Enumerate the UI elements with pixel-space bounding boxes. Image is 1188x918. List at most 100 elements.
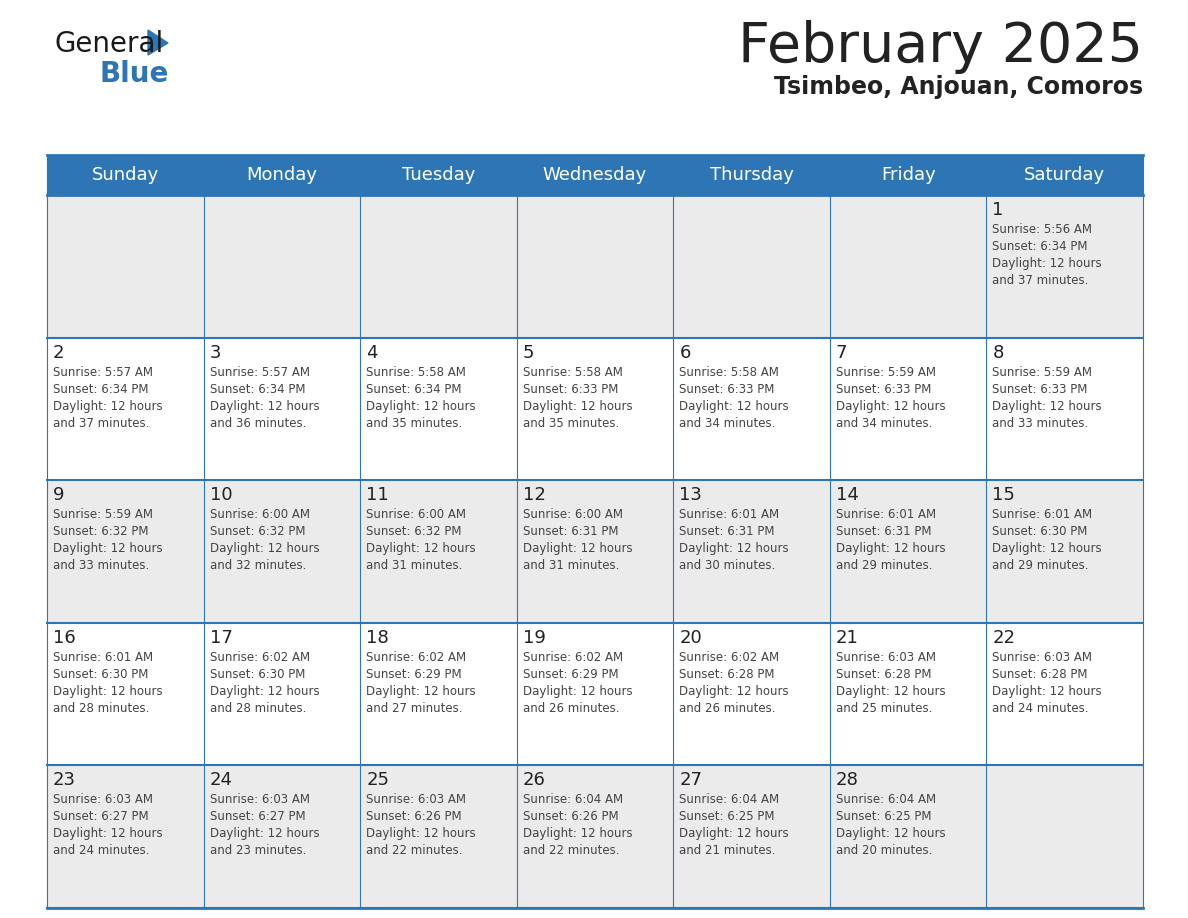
Bar bbox=[517, 338, 674, 480]
Text: and 27 minutes.: and 27 minutes. bbox=[366, 701, 462, 715]
Text: 1: 1 bbox=[992, 201, 1004, 219]
Text: Sunset: 6:26 PM: Sunset: 6:26 PM bbox=[523, 811, 618, 823]
Text: 20: 20 bbox=[680, 629, 702, 647]
Text: Daylight: 12 hours: Daylight: 12 hours bbox=[366, 399, 475, 412]
Bar bbox=[203, 155, 360, 195]
Text: Sunset: 6:30 PM: Sunset: 6:30 PM bbox=[992, 525, 1088, 538]
Text: 12: 12 bbox=[523, 487, 545, 504]
Text: 25: 25 bbox=[366, 771, 390, 789]
Text: and 36 minutes.: and 36 minutes. bbox=[209, 417, 307, 430]
Text: 10: 10 bbox=[209, 487, 232, 504]
Text: Sunrise: 6:03 AM: Sunrise: 6:03 AM bbox=[209, 793, 310, 806]
Text: Sunrise: 5:58 AM: Sunrise: 5:58 AM bbox=[366, 365, 466, 378]
Text: 13: 13 bbox=[680, 487, 702, 504]
Bar bbox=[360, 622, 517, 766]
Bar bbox=[203, 622, 360, 766]
Text: Sunrise: 6:03 AM: Sunrise: 6:03 AM bbox=[366, 793, 466, 806]
Text: Sunset: 6:34 PM: Sunset: 6:34 PM bbox=[366, 383, 462, 396]
Text: Daylight: 12 hours: Daylight: 12 hours bbox=[680, 543, 789, 555]
Bar bbox=[203, 766, 360, 908]
Text: Daylight: 12 hours: Daylight: 12 hours bbox=[680, 399, 789, 412]
Text: Sunset: 6:31 PM: Sunset: 6:31 PM bbox=[836, 525, 931, 538]
Text: and 26 minutes.: and 26 minutes. bbox=[680, 701, 776, 715]
Text: 16: 16 bbox=[53, 629, 76, 647]
Text: Daylight: 12 hours: Daylight: 12 hours bbox=[523, 543, 632, 555]
Bar bbox=[48, 622, 203, 766]
Text: and 24 minutes.: and 24 minutes. bbox=[992, 701, 1089, 715]
Text: Daylight: 12 hours: Daylight: 12 hours bbox=[366, 685, 475, 698]
Text: 23: 23 bbox=[53, 771, 76, 789]
Text: Sunrise: 6:04 AM: Sunrise: 6:04 AM bbox=[836, 793, 936, 806]
Text: Monday: Monday bbox=[246, 166, 317, 184]
Text: Daylight: 12 hours: Daylight: 12 hours bbox=[523, 685, 632, 698]
Text: Sunrise: 6:01 AM: Sunrise: 6:01 AM bbox=[836, 509, 936, 521]
Bar bbox=[674, 622, 830, 766]
Text: Sunrise: 5:57 AM: Sunrise: 5:57 AM bbox=[209, 365, 310, 378]
Text: Sunset: 6:32 PM: Sunset: 6:32 PM bbox=[366, 525, 462, 538]
Text: Sunset: 6:32 PM: Sunset: 6:32 PM bbox=[209, 525, 305, 538]
Text: Tuesday: Tuesday bbox=[402, 166, 475, 184]
Text: Sunrise: 6:00 AM: Sunrise: 6:00 AM bbox=[366, 509, 466, 521]
Text: Daylight: 12 hours: Daylight: 12 hours bbox=[836, 827, 946, 840]
Bar bbox=[830, 622, 986, 766]
Text: and 22 minutes.: and 22 minutes. bbox=[523, 845, 619, 857]
Text: 14: 14 bbox=[836, 487, 859, 504]
Bar bbox=[517, 766, 674, 908]
Text: and 24 minutes.: and 24 minutes. bbox=[53, 845, 150, 857]
Text: Sunrise: 5:57 AM: Sunrise: 5:57 AM bbox=[53, 365, 153, 378]
Text: 5: 5 bbox=[523, 343, 535, 362]
Text: and 32 minutes.: and 32 minutes. bbox=[209, 559, 307, 572]
Text: and 26 minutes.: and 26 minutes. bbox=[523, 701, 619, 715]
Text: and 23 minutes.: and 23 minutes. bbox=[209, 845, 307, 857]
Text: Wednesday: Wednesday bbox=[543, 166, 647, 184]
Text: Sunrise: 6:04 AM: Sunrise: 6:04 AM bbox=[523, 793, 623, 806]
Bar bbox=[986, 480, 1143, 622]
Text: Daylight: 12 hours: Daylight: 12 hours bbox=[209, 685, 320, 698]
Text: Sunset: 6:32 PM: Sunset: 6:32 PM bbox=[53, 525, 148, 538]
Text: 8: 8 bbox=[992, 343, 1004, 362]
Text: Tsimbeo, Anjouan, Comoros: Tsimbeo, Anjouan, Comoros bbox=[773, 75, 1143, 99]
Text: 6: 6 bbox=[680, 343, 690, 362]
Text: 11: 11 bbox=[366, 487, 388, 504]
Text: Sunrise: 5:56 AM: Sunrise: 5:56 AM bbox=[992, 223, 1093, 236]
Bar bbox=[830, 155, 986, 195]
Text: and 21 minutes.: and 21 minutes. bbox=[680, 845, 776, 857]
Text: Daylight: 12 hours: Daylight: 12 hours bbox=[53, 685, 163, 698]
Text: and 34 minutes.: and 34 minutes. bbox=[680, 417, 776, 430]
Text: Daylight: 12 hours: Daylight: 12 hours bbox=[992, 399, 1102, 412]
Text: and 35 minutes.: and 35 minutes. bbox=[366, 417, 462, 430]
Text: and 29 minutes.: and 29 minutes. bbox=[836, 559, 933, 572]
Text: Sunset: 6:34 PM: Sunset: 6:34 PM bbox=[992, 240, 1088, 253]
Bar bbox=[48, 480, 203, 622]
Text: Sunrise: 6:01 AM: Sunrise: 6:01 AM bbox=[680, 509, 779, 521]
Bar bbox=[674, 480, 830, 622]
Text: 2: 2 bbox=[53, 343, 64, 362]
Text: 4: 4 bbox=[366, 343, 378, 362]
Text: Sunset: 6:25 PM: Sunset: 6:25 PM bbox=[680, 811, 775, 823]
Bar bbox=[830, 195, 986, 338]
Text: 26: 26 bbox=[523, 771, 545, 789]
Text: Sunrise: 5:59 AM: Sunrise: 5:59 AM bbox=[53, 509, 153, 521]
Bar bbox=[986, 155, 1143, 195]
Text: 24: 24 bbox=[209, 771, 233, 789]
Text: Sunrise: 6:00 AM: Sunrise: 6:00 AM bbox=[523, 509, 623, 521]
Bar bbox=[360, 480, 517, 622]
Text: Sunrise: 6:01 AM: Sunrise: 6:01 AM bbox=[992, 509, 1093, 521]
Bar bbox=[986, 195, 1143, 338]
Text: 21: 21 bbox=[836, 629, 859, 647]
Text: Sunrise: 5:59 AM: Sunrise: 5:59 AM bbox=[836, 365, 936, 378]
Text: 7: 7 bbox=[836, 343, 847, 362]
Text: Sunday: Sunday bbox=[91, 166, 159, 184]
Text: Sunrise: 5:58 AM: Sunrise: 5:58 AM bbox=[680, 365, 779, 378]
Bar bbox=[986, 766, 1143, 908]
Text: Daylight: 12 hours: Daylight: 12 hours bbox=[992, 685, 1102, 698]
Text: Sunrise: 6:00 AM: Sunrise: 6:00 AM bbox=[209, 509, 310, 521]
Bar bbox=[360, 155, 517, 195]
Bar bbox=[203, 195, 360, 338]
Text: Daylight: 12 hours: Daylight: 12 hours bbox=[836, 543, 946, 555]
Text: Daylight: 12 hours: Daylight: 12 hours bbox=[366, 543, 475, 555]
Text: Sunset: 6:29 PM: Sunset: 6:29 PM bbox=[523, 667, 618, 681]
Text: Daylight: 12 hours: Daylight: 12 hours bbox=[209, 543, 320, 555]
Bar bbox=[517, 622, 674, 766]
Text: Sunrise: 6:01 AM: Sunrise: 6:01 AM bbox=[53, 651, 153, 664]
